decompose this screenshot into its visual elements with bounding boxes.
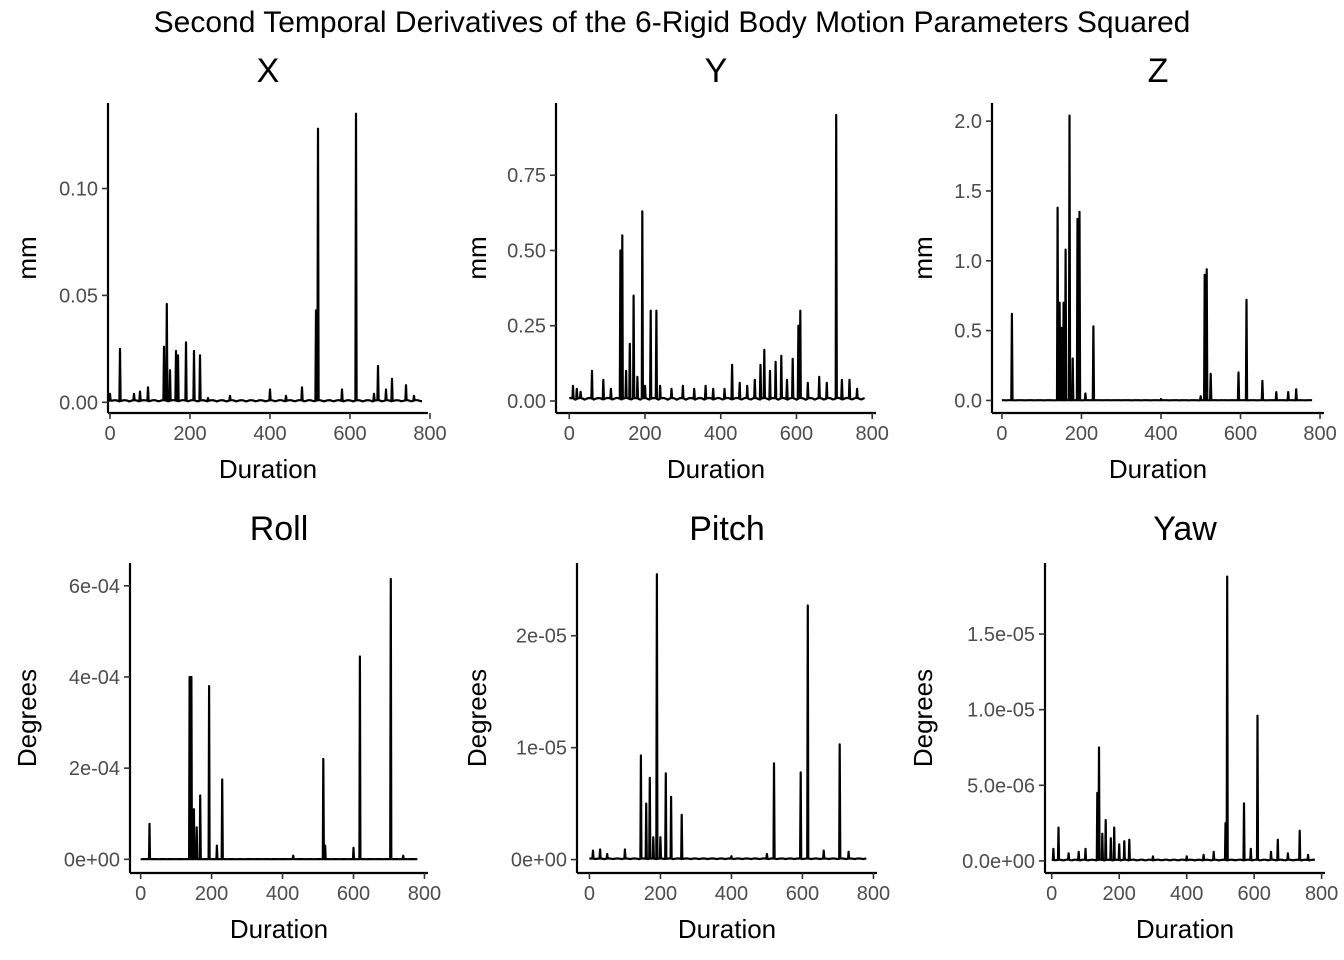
y-tick-label: 2e-04 [69,758,120,780]
panel-title: Y [705,52,728,90]
x-tick-label: 800 [857,883,890,905]
series-line [140,577,418,861]
y-axis-title: Degrees [12,669,42,767]
y-tick-label: 5.0e-06 [967,775,1035,797]
x-tick-label: 0 [584,883,595,905]
y-axis-title: mm [908,236,938,279]
x-tick-label: 600 [337,883,370,905]
x-tick-label: 200 [1065,423,1098,445]
x-tick-label: 400 [266,883,299,905]
series-line [589,573,867,861]
x-tick-label: 800 [856,423,889,445]
y-tick-label: 0.25 [507,316,546,338]
y-tick-label: 0e+00 [64,849,120,871]
x-tick-label: 600 [1224,423,1257,445]
x-tick-label: 0 [996,423,1007,445]
x-tick-label: 600 [1237,883,1270,905]
y-tick-label: 6e-04 [69,576,120,598]
panel-title: Z [1148,52,1169,90]
y-tick-label: 0.10 [59,179,98,201]
x-axis-title: Duration [1109,454,1207,484]
panel-z: Z 0 200 400 600 800 0.0 0.5 1.0 1.5 2.0 Duration mm [908,52,1337,484]
x-tick-label: 800 [1305,883,1338,905]
y-tick-label: 1.0 [954,251,982,273]
y-tick-label: 0.00 [507,391,546,413]
y-tick-label: 1e-05 [516,738,567,760]
x-tick-label: 600 [786,883,819,905]
panel-title: Roll [250,510,309,548]
x-tick-label: 200 [173,423,206,445]
panel-y: Y 0 200 400 600 800 0.00 0.25 0.50 0.75 Duration mm [462,52,889,484]
x-tick-label: 200 [628,423,661,445]
y-axis-title: Degrees [908,669,938,767]
x-tick-label: 200 [195,883,228,905]
x-axis-title: Duration [219,454,317,484]
x-tick-label: 0 [104,423,115,445]
y-tick-label: 0.75 [507,165,546,187]
x-tick-label: 800 [1303,423,1336,445]
x-tick-label: 600 [780,423,813,445]
panel-roll: Roll 0 200 400 600 800 0e+00 2e-04 4e-04 6e-04 Dur… [12,510,441,944]
x-tick-label: 400 [1170,883,1203,905]
panel-title: Pitch [689,510,765,548]
y-tick-label: 0.05 [59,285,98,307]
x-tick-label: 400 [253,423,286,445]
panel-x: X 0 200 400 600 800 0.00 0.05 0.10 Duration mm [12,52,447,484]
x-tick-label: 200 [1103,883,1136,905]
y-tick-label: 4e-04 [69,667,120,689]
x-axis-title: Duration [1136,914,1234,944]
y-tick-label: 0.50 [507,240,546,262]
y-axis-title: Degrees [462,669,492,767]
x-tick-label: 800 [408,883,441,905]
panel-title: Yaw [1153,510,1217,548]
figure-title: Second Temporal Derivatives of the 6-Rig… [154,6,1191,39]
panel-title: X [257,52,280,90]
series-line [1051,575,1315,862]
panel-yaw: Yaw 0 200 400 600 800 0.0e+00 5.0e-06 1.0e-05 1.5… [908,510,1338,944]
x-tick-label: 400 [715,883,748,905]
x-tick-label: 600 [333,423,366,445]
y-tick-label: 0.0e+00 [962,851,1035,873]
series-line [569,113,866,401]
y-tick-label: 1.0e-05 [967,700,1035,722]
y-tick-label: 2e-05 [516,626,567,648]
x-axis-title: Duration [230,914,328,944]
y-axis-title: mm [12,236,42,279]
panel-pitch: Pitch 0 200 400 600 800 0e+00 1e-05 2e-05 Duratio… [462,510,890,944]
x-tick-label: 400 [1144,423,1177,445]
y-tick-label: 0.0 [954,390,982,412]
x-axis-title: Duration [667,454,765,484]
x-tick-label: 0 [564,423,575,445]
y-tick-label: 0.00 [59,392,98,414]
y-tick-label: 1.5e-05 [967,624,1035,646]
x-tick-label: 200 [644,883,677,905]
y-tick-label: 1.5 [954,181,982,203]
y-tick-label: 2.0 [954,111,982,133]
y-tick-label: 0.5 [954,321,982,343]
x-tick-label: 400 [704,423,737,445]
x-axis-title: Duration [678,914,776,944]
series-line [1001,114,1313,402]
y-axis-title: mm [462,236,492,279]
x-tick-label: 800 [413,423,446,445]
y-tick-label: 0e+00 [511,850,567,872]
series-line [108,112,422,403]
x-tick-label: 0 [1046,883,1057,905]
x-tick-label: 0 [135,883,146,905]
